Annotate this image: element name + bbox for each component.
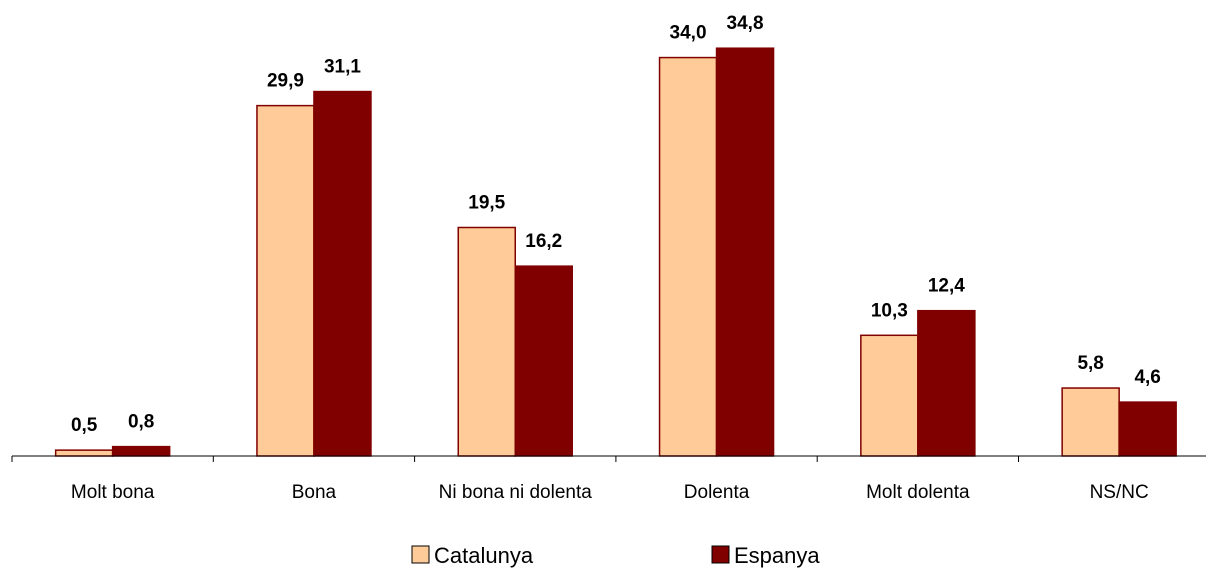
data-label-espanya-molt-dolenta: 12,4 (928, 276, 965, 297)
bar-espanya-ns-nc (1118, 401, 1177, 457)
x-label-ns-nc: NS/NC (1090, 482, 1149, 503)
x-label-molt-dolenta: Molt dolenta (866, 482, 970, 503)
x-label-dolenta: Dolenta (684, 482, 750, 503)
x-label-molt-bona: Molt bona (71, 482, 155, 503)
x-label-ni-bona-ni-dolenta: Ni bona ni dolenta (439, 482, 593, 503)
data-label-catalunya-molt-bona: 0,5 (71, 415, 98, 436)
bar-espanya-molt-dolenta (917, 309, 976, 457)
legend-label-catalunya: Catalunya (434, 543, 534, 568)
data-label-espanya-dolenta: 34,8 (727, 13, 764, 34)
x-axis-ticks (11, 456, 1019, 462)
bar-catalunya-ni-bona-ni-dolenta (457, 226, 516, 457)
legend: Catalunya Espanya (411, 543, 820, 568)
x-label-bona: Bona (292, 482, 337, 503)
data-label-catalunya-ns-nc: 5,8 (1077, 353, 1103, 374)
bar-catalunya-dolenta (658, 56, 718, 457)
data-label-catalunya-ni-bona-ni-dolenta: 19,5 (468, 192, 505, 213)
data-label-espanya-molt-bona: 0,8 (128, 412, 154, 433)
bar-espanya-molt-bona (111, 445, 171, 457)
bar-catalunya-bona (256, 104, 315, 457)
bars-group (54, 47, 1177, 457)
data-label-catalunya-molt-dolenta: 10,3 (871, 300, 908, 321)
bar-espanya-bona (313, 90, 372, 457)
bar-espanya-dolenta (715, 47, 775, 457)
legend-label-espanya: Espanya (734, 543, 820, 568)
bar-espanya-ni-bona-ni-dolenta (514, 265, 573, 457)
data-label-espanya-ni-bona-ni-dolenta: 16,2 (525, 231, 562, 252)
bar-catalunya-ns-nc (1061, 387, 1120, 457)
data-labels-group: 0,5 0,8 29,9 31,1 19,5 16,2 34,0 34,8 10,3 12,4 5,… (71, 13, 1161, 436)
legend-swatch-catalunya (411, 545, 430, 564)
data-label-catalunya-bona: 29,9 (267, 71, 304, 92)
bar-catalunya-molt-bona (54, 449, 114, 457)
data-label-espanya-ns-nc: 4,6 (1134, 367, 1160, 388)
x-axis-labels: Molt bona Bona Ni bona ni dolenta Dolenta Mo… (71, 482, 1149, 503)
legend-swatch-espanya (711, 545, 730, 564)
data-label-catalunya-dolenta: 34,0 (670, 23, 707, 44)
data-label-espanya-bona: 31,1 (324, 57, 361, 78)
bar-catalunya-molt-dolenta (860, 334, 919, 457)
